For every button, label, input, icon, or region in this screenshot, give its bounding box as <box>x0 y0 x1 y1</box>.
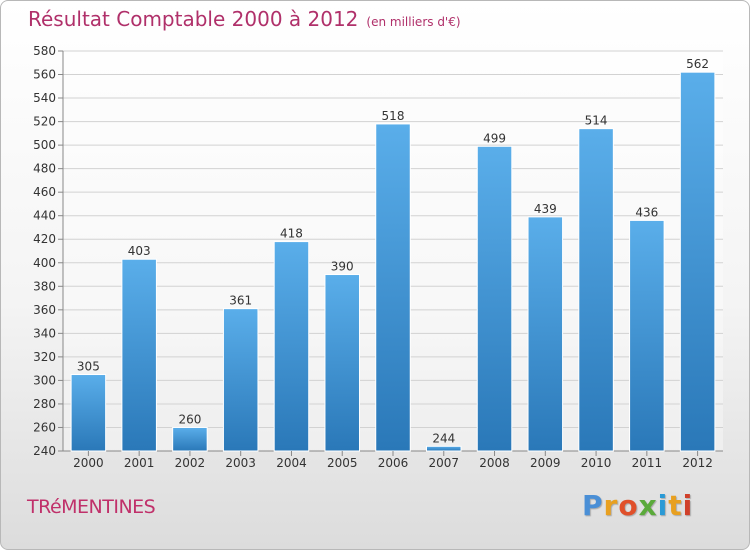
x-tick-label-2007: 2007 <box>428 456 459 470</box>
x-tick-label-2009: 2009 <box>530 456 561 470</box>
bar-2000 <box>70 374 107 452</box>
value-label-2001: 403 <box>128 244 151 258</box>
value-label-2004: 418 <box>280 227 303 241</box>
value-label-2002: 260 <box>178 412 201 426</box>
y-tick-label: 360 <box>33 303 56 317</box>
y-tick-label: 340 <box>33 326 56 340</box>
bar-2012 <box>679 71 716 452</box>
commune-name: TRéMENTINES <box>27 496 156 518</box>
bar-2007 <box>426 445 462 452</box>
bar-2005 <box>324 274 360 452</box>
y-tick-label: 480 <box>33 162 56 176</box>
x-tick-label-2004: 2004 <box>276 456 307 470</box>
bar-2004 <box>273 241 310 452</box>
x-tick-label-2001: 2001 <box>124 456 155 470</box>
y-tick-label: 380 <box>33 279 56 293</box>
y-tick-label: 540 <box>33 91 56 105</box>
logo-letter-2: o <box>618 489 639 522</box>
value-label-2012: 562 <box>686 57 709 71</box>
logo-letter-4: i <box>657 489 669 522</box>
y-tick-label: 400 <box>33 256 56 270</box>
y-tick-label: 240 <box>33 444 56 458</box>
x-tick-label-2008: 2008 <box>479 456 510 470</box>
bar-2002 <box>172 426 208 452</box>
value-label-2000: 305 <box>77 360 100 374</box>
bar-2010 <box>578 128 614 452</box>
x-tick-label-2003: 2003 <box>225 456 256 470</box>
y-tick-label: 460 <box>33 185 56 199</box>
y-tick-label: 580 <box>33 44 56 58</box>
x-tick-label-2006: 2006 <box>378 456 409 470</box>
bar-2006 <box>375 123 411 452</box>
logo-letter-1: r <box>603 489 619 522</box>
y-tick-label: 520 <box>33 115 56 129</box>
x-tick-label-2000: 2000 <box>73 456 104 470</box>
value-label-2006: 518 <box>382 109 405 123</box>
x-tick-label-2011: 2011 <box>632 456 663 470</box>
x-tick-label-2005: 2005 <box>327 456 358 470</box>
value-label-2008: 499 <box>483 131 506 145</box>
chart-title-text: Résultat Comptable 2000 à 2012 <box>28 7 359 31</box>
chart-subtitle: (en milliers d'€) <box>366 15 461 29</box>
y-tick-label: 260 <box>33 420 56 434</box>
value-label-2005: 390 <box>331 260 354 274</box>
bar-2011 <box>629 219 665 452</box>
y-tick-label: 440 <box>33 209 56 223</box>
proxiti-logo: Proxiti <box>582 489 693 522</box>
value-label-2011: 436 <box>635 205 658 219</box>
y-tick-label: 320 <box>33 350 56 364</box>
value-label-2007: 244 <box>432 431 455 445</box>
y-tick-label: 280 <box>33 397 56 411</box>
bar-2003 <box>222 308 259 452</box>
logo-letter-0: P <box>582 489 604 522</box>
value-label-2003: 361 <box>229 294 252 308</box>
y-tick-label: 500 <box>33 138 56 152</box>
y-tick-label: 560 <box>33 68 56 82</box>
x-tick-label-2002: 2002 <box>175 456 206 470</box>
value-label-2009: 439 <box>534 202 557 216</box>
logo-letter-3: x <box>638 489 658 522</box>
bar-2009 <box>527 216 564 452</box>
y-tick-label: 420 <box>33 232 56 246</box>
logo-letter-5: t <box>668 489 683 522</box>
chart-title: Résultat Comptable 2000 à 2012 (en millie… <box>28 7 461 31</box>
y-tick-label: 300 <box>33 373 56 387</box>
value-label-2010: 514 <box>585 114 608 128</box>
logo-letter-6: i <box>682 489 694 522</box>
x-tick-label-2012: 2012 <box>682 456 713 470</box>
x-tick-label-2010: 2010 <box>581 456 612 470</box>
bar-2008 <box>476 145 513 452</box>
bar-2001 <box>121 258 157 452</box>
